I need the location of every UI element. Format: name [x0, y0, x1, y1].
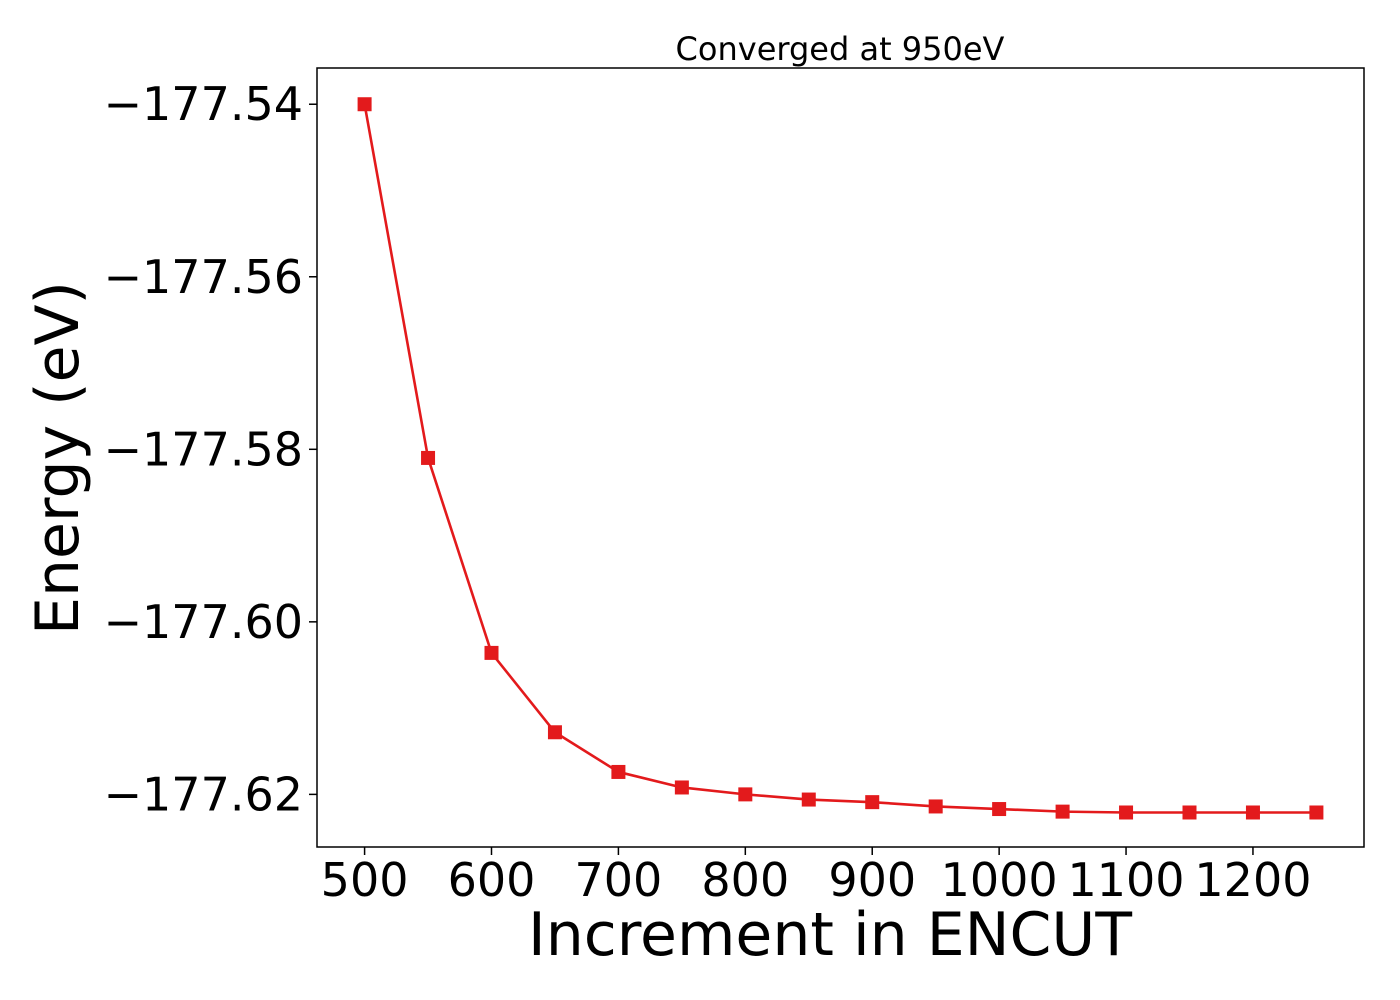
chart-title: Converged at 950eV [676, 30, 1005, 68]
x-axis-label: Increment in ENCUT [528, 900, 1132, 970]
data-point-marker [1119, 805, 1134, 820]
x-axis-ticks: 500 600 700 800 900 1000 1100 1200 [321, 847, 1311, 907]
x-tick-label: 500 [321, 853, 409, 907]
series-line [363, 104, 1317, 814]
y-tick-label: −177.56 [104, 250, 304, 304]
data-point-marker [738, 787, 753, 802]
y-axis-ticks: −177.54 −177.56 −177.58 −177.60 −177.62 [104, 77, 317, 821]
data-point-marker [611, 764, 626, 779]
x-tick-label: 800 [701, 853, 789, 907]
x-tick-label: 1000 [941, 853, 1058, 907]
axes-frame [316, 67, 1365, 848]
data-point-marker [674, 780, 689, 795]
x-tick-label: 900 [828, 853, 916, 907]
data-point-marker [421, 450, 436, 465]
x-tick-label: 600 [448, 853, 536, 907]
x-tick-label: 700 [575, 853, 663, 907]
data-point-marker [865, 795, 880, 810]
y-axis-label: Energy (eV) [23, 281, 93, 635]
data-point-marker [1309, 805, 1324, 820]
x-tick-label: 1200 [1194, 853, 1311, 907]
data-point-marker [1182, 805, 1197, 820]
data-point-marker [484, 645, 499, 660]
x-tick-label: 1100 [1068, 853, 1185, 907]
data-point-marker [928, 799, 943, 814]
data-point-marker [992, 802, 1007, 817]
y-tick-label: −177.60 [104, 595, 304, 649]
data-point-marker [801, 792, 816, 807]
data-point-marker [1245, 805, 1260, 820]
data-point-marker [547, 725, 562, 740]
plot-area [357, 97, 1324, 820]
y-tick-label: −177.62 [104, 767, 304, 821]
data-point-marker [1055, 804, 1070, 819]
y-tick-label: −177.58 [104, 422, 304, 476]
y-tick-label: −177.54 [104, 77, 304, 131]
data-point-marker [357, 97, 372, 112]
